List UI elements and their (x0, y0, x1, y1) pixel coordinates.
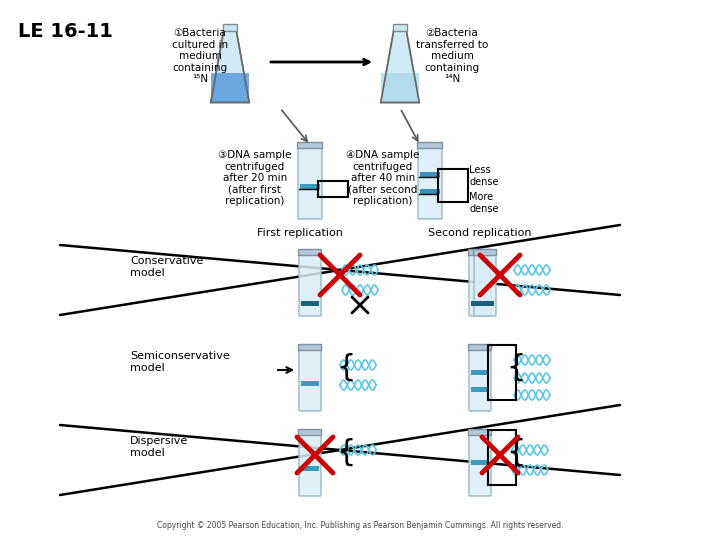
FancyBboxPatch shape (297, 143, 323, 148)
Bar (471, 460, 489, 464)
FancyBboxPatch shape (469, 345, 492, 350)
Text: ④DNA sample
centrifuged
after 40 min
(after second
replication): ④DNA sample centrifuged after 40 min (af… (346, 150, 419, 206)
Text: {: { (336, 353, 356, 381)
FancyBboxPatch shape (299, 254, 321, 316)
Bar (301, 465, 319, 470)
Bar (301, 381, 319, 386)
FancyBboxPatch shape (299, 349, 321, 411)
Bar (420, 189, 440, 194)
Text: LE 16-11: LE 16-11 (18, 22, 113, 41)
FancyBboxPatch shape (299, 345, 322, 350)
Text: Semiconservative
model: Semiconservative model (130, 351, 230, 373)
Bar (471, 300, 489, 306)
Text: {: { (506, 437, 526, 467)
FancyBboxPatch shape (223, 24, 237, 30)
FancyBboxPatch shape (299, 249, 322, 255)
Text: ②Bacteria
transferred to
medium
containing
¹⁴N: ②Bacteria transferred to medium containi… (416, 28, 488, 84)
Text: ①Bacteria
cultured in
medium
containing
¹⁵N: ①Bacteria cultured in medium containing … (172, 28, 228, 84)
Polygon shape (211, 73, 249, 103)
Text: Second replication: Second replication (428, 228, 532, 238)
FancyBboxPatch shape (393, 24, 407, 30)
FancyBboxPatch shape (469, 429, 492, 435)
Bar (471, 370, 489, 375)
Bar (300, 184, 320, 189)
Text: ③DNA sample
centrifuged
after 20 min
(after first
replication): ③DNA sample centrifuged after 20 min (af… (218, 150, 292, 206)
Bar (301, 300, 319, 306)
FancyBboxPatch shape (418, 147, 442, 219)
Text: Less
dense: Less dense (469, 165, 498, 187)
FancyBboxPatch shape (299, 434, 321, 496)
Text: Conservative
model: Conservative model (130, 256, 203, 278)
Polygon shape (381, 30, 419, 103)
Text: Copyright © 2005 Pearson Education, Inc. Publishing as Pearson Benjamin Cummings: Copyright © 2005 Pearson Education, Inc.… (157, 521, 563, 530)
Polygon shape (211, 30, 249, 103)
FancyBboxPatch shape (469, 349, 491, 411)
FancyBboxPatch shape (469, 249, 492, 255)
Text: {: { (506, 353, 526, 381)
Text: Dispersive
model: Dispersive model (130, 436, 188, 458)
Bar (476, 300, 494, 306)
Text: {: { (336, 437, 356, 467)
Bar (420, 172, 440, 177)
Bar (471, 387, 489, 392)
Text: First replication: First replication (257, 228, 343, 238)
FancyBboxPatch shape (469, 434, 491, 496)
FancyBboxPatch shape (474, 249, 497, 255)
Polygon shape (381, 73, 419, 103)
FancyBboxPatch shape (299, 429, 322, 435)
Text: More
dense: More dense (469, 192, 498, 214)
FancyBboxPatch shape (474, 254, 496, 316)
FancyBboxPatch shape (469, 254, 491, 316)
FancyBboxPatch shape (418, 143, 443, 148)
FancyBboxPatch shape (298, 147, 322, 219)
